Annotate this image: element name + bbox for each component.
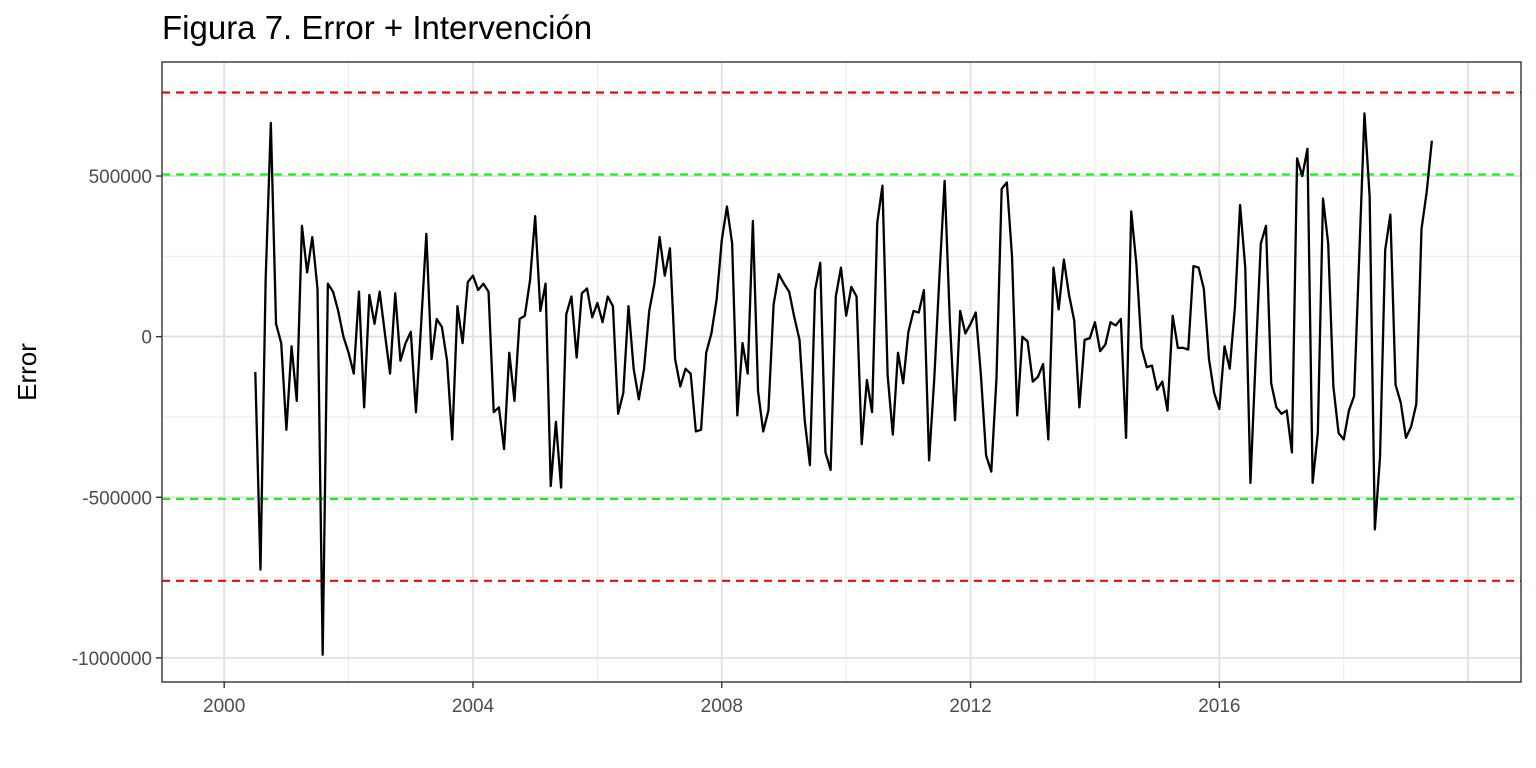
x-axis: 2000 2004 2008 2012 2016 [203, 682, 1240, 717]
y-axis-label: Error [12, 343, 42, 401]
x-tick-label: 2008 [701, 696, 743, 717]
series-line-1 [254, 112, 1433, 656]
y-tick-label: -500000 [82, 488, 152, 509]
reference-lines [162, 91, 1521, 582]
grid-major [162, 62, 1521, 682]
x-tick-label: 2000 [203, 696, 245, 717]
y-axis: 500000 0 -500000 -1000000 [72, 167, 162, 670]
x-tick-label: 2016 [1198, 696, 1240, 717]
chart-title: Figura 7. Error + Intervención [162, 9, 592, 46]
y-tick-label: 0 [141, 328, 152, 349]
x-tick-label: 2004 [452, 696, 495, 717]
series-group [254, 112, 1433, 656]
x-tick-label: 2012 [949, 696, 991, 717]
plot-panel-border [161, 61, 1522, 683]
y-tick-label: -1000000 [72, 649, 152, 670]
y-tick-label: 500000 [89, 167, 152, 188]
grid-minor [162, 62, 1521, 682]
